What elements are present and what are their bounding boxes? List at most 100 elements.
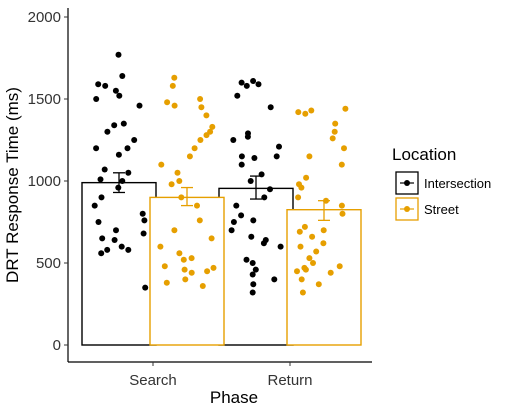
data-point (97, 176, 104, 183)
data-point (338, 161, 345, 168)
data-point (308, 107, 315, 114)
data-point (168, 181, 175, 188)
data-point (191, 145, 198, 152)
data-point (230, 219, 237, 225)
data-point (276, 143, 282, 150)
data-point (95, 219, 102, 225)
data-point (91, 202, 98, 209)
data-point (164, 99, 171, 106)
data-point (238, 212, 245, 219)
data-point (261, 194, 268, 201)
data-point (125, 246, 132, 253)
data-point (169, 82, 176, 89)
data-point (302, 266, 309, 273)
data-point (104, 246, 111, 253)
data-point (339, 210, 346, 217)
data-point (157, 243, 164, 250)
data-point (115, 151, 122, 158)
data-point (238, 161, 245, 168)
data-point (171, 102, 178, 109)
data-point (234, 92, 241, 99)
legend-title: Location (392, 145, 456, 164)
data-point (313, 248, 320, 255)
data-point (196, 217, 203, 224)
legend-key-point (404, 206, 410, 212)
data-point (260, 240, 267, 247)
data-point (249, 289, 256, 296)
data-point (306, 153, 313, 160)
data-point (125, 169, 132, 176)
data-point (124, 145, 131, 152)
data-point (176, 178, 183, 184)
y-tick-label: 2000 (28, 9, 61, 26)
data-point (295, 194, 302, 201)
y-ticks: 0 500 1000 1500 2000 (28, 9, 68, 354)
data-point (331, 128, 338, 135)
data-point (178, 194, 185, 201)
legend-items: Intersection Street (395, 171, 491, 221)
x-axis-title: Phase (210, 388, 258, 406)
data-point (306, 255, 313, 262)
data-point (104, 128, 111, 135)
data-point (243, 256, 250, 263)
data-point (296, 228, 303, 235)
data-point (310, 260, 316, 266)
data-point (98, 250, 105, 257)
y-tick-label: 0 (53, 337, 61, 354)
legend: Location Intersection Street (392, 145, 491, 221)
data-point (250, 217, 257, 224)
data-point (120, 120, 127, 127)
legend-item-street: Street (395, 197, 459, 221)
data-point (238, 153, 245, 160)
data-point (140, 230, 147, 237)
data-point (95, 81, 102, 88)
data-point (203, 132, 210, 139)
data-point (203, 112, 210, 119)
y-tick-label: 500 (36, 255, 61, 272)
data-point (188, 269, 195, 276)
data-point (298, 184, 305, 191)
data-point (118, 243, 125, 250)
data-point (342, 105, 349, 112)
data-point (141, 217, 148, 224)
data-point (298, 276, 305, 283)
data-point (341, 145, 347, 152)
data-point (199, 283, 206, 289)
data-point (115, 51, 122, 58)
data-point (136, 102, 143, 109)
data-point (171, 74, 178, 81)
data-point (244, 133, 251, 140)
data-point (158, 161, 165, 168)
data-point (251, 155, 258, 161)
data-point (302, 110, 309, 117)
data-point (163, 279, 170, 286)
data-point (267, 186, 273, 193)
data-point (249, 271, 256, 278)
data-point (101, 166, 108, 173)
data-point (194, 202, 200, 209)
bar-intersection-search (81, 181, 157, 346)
data-point (180, 256, 187, 263)
data-point (336, 263, 343, 270)
data-point (320, 240, 327, 247)
data-point (238, 79, 245, 86)
data-point (186, 153, 193, 160)
data-point (98, 194, 105, 201)
data-point (93, 145, 100, 152)
data-point (233, 202, 240, 209)
data-point (294, 268, 300, 275)
data-point (252, 266, 259, 273)
data-point (99, 235, 106, 242)
x-tick-label: Search (129, 372, 177, 389)
data-point (119, 178, 126, 184)
data-point (197, 96, 204, 102)
data-point (113, 227, 119, 234)
error-bar (318, 200, 330, 222)
data-point (309, 233, 316, 240)
data-point (329, 135, 336, 142)
legend-item-intersection: Intersection (395, 171, 491, 195)
data-point (204, 268, 211, 275)
x-ticks: Search Return (129, 362, 313, 389)
data-point (182, 276, 189, 283)
data-point (131, 137, 138, 143)
